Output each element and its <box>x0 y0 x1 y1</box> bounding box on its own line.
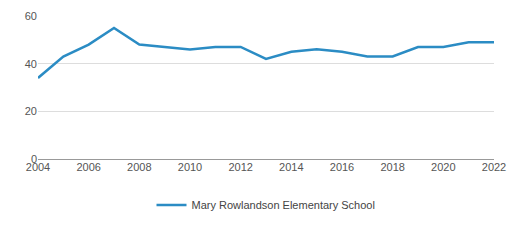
svg-text:2006: 2006 <box>76 161 100 173</box>
svg-text:2012: 2012 <box>228 161 252 173</box>
svg-text:Mary Rowlandson Elementary Sch: Mary Rowlandson Elementary School <box>192 199 375 211</box>
svg-text:40: 40 <box>25 58 37 70</box>
svg-text:60: 60 <box>25 10 37 22</box>
svg-text:2014: 2014 <box>279 161 303 173</box>
svg-text:2008: 2008 <box>127 161 151 173</box>
svg-text:2004: 2004 <box>26 161 50 173</box>
svg-text:2018: 2018 <box>380 161 404 173</box>
svg-text:2022: 2022 <box>482 161 506 173</box>
svg-text:0: 0 <box>31 153 37 165</box>
svg-text:2010: 2010 <box>178 161 202 173</box>
svg-text:2016: 2016 <box>330 161 354 173</box>
svg-text:2020: 2020 <box>431 161 455 173</box>
svg-text:20: 20 <box>25 105 37 117</box>
